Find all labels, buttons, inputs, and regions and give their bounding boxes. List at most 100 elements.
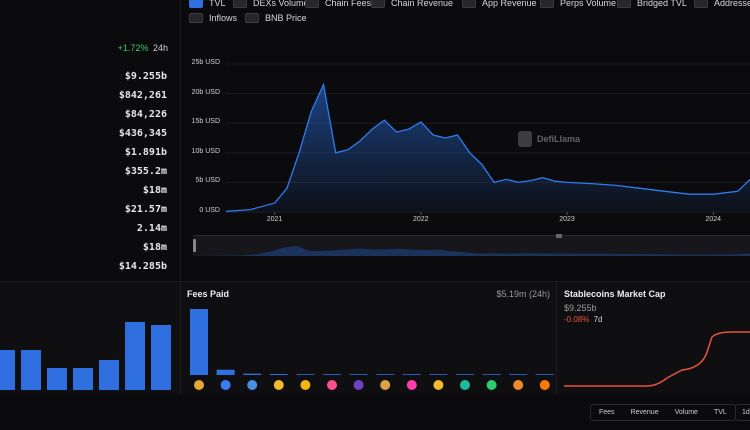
stat-value: $355.2m (124, 166, 167, 177)
legend-item-perps-volume[interactable]: Perps Volume (540, 0, 616, 8)
stablecoins-change-row: -0.08% 7d (564, 315, 603, 324)
legend-item-app-revenue[interactable]: App Revenue (462, 0, 537, 8)
stat-value: $842,261 (118, 90, 167, 101)
checkbox-icon[interactable] (305, 0, 319, 8)
stats-panel: +1.72% 24h $9.255b $842,261 $84,226 $436,34… (0, 0, 181, 280)
checkbox-icon[interactable] (233, 0, 247, 8)
fee-bar (243, 373, 262, 375)
fee-bar (190, 309, 208, 375)
fee-bar (349, 374, 368, 375)
legend-item-bnb-price[interactable]: BNB Price (245, 13, 307, 23)
tab-volume[interactable]: Volume (674, 409, 698, 416)
protocol-logo-icon (406, 380, 417, 390)
tab-fees[interactable]: Fees (599, 409, 615, 416)
fees-title: Fees Paid (187, 289, 230, 299)
protocol-logo-icon (194, 380, 204, 390)
legend-label: Bridged TVL (637, 0, 687, 8)
fee-bar (269, 374, 288, 375)
fees-bar-chart[interactable] (181, 282, 556, 394)
legend-label: Perps Volume (560, 0, 617, 8)
checkbox-icon[interactable] (694, 0, 708, 8)
bar (0, 350, 15, 390)
y-tick-label: 15b USD (191, 118, 220, 126)
stat-value: 2.14m (136, 223, 167, 234)
y-tick-label: 0 USD (199, 207, 220, 214)
checkbox-icon[interactable] (189, 0, 203, 8)
x-tick-label: 2023 (559, 216, 575, 223)
stablecoins-line-chart[interactable] (557, 282, 750, 394)
checkbox-icon[interactable] (245, 13, 259, 23)
bar (151, 325, 171, 390)
fee-bar (323, 374, 341, 375)
brush-mini-chart (193, 245, 750, 256)
fee-bar (402, 374, 421, 375)
change-period: 24h (152, 43, 168, 53)
checkbox-icon[interactable] (371, 0, 385, 8)
bar (73, 368, 93, 390)
protocol-logo-icon (460, 380, 470, 390)
stablecoins-change: -0.08% (564, 315, 590, 324)
metric-tabs: Fees Revenue Volume TVL (590, 404, 736, 421)
stat-value: $18m (142, 242, 167, 253)
stat-value: $21.57m (124, 204, 167, 215)
legend-item-chain-revenue[interactable]: Chain Revenue (371, 0, 453, 8)
llama-logo-icon (518, 131, 532, 147)
protocol-logo-icon (327, 380, 337, 390)
period-button[interactable]: 1d (735, 404, 750, 421)
protocol-logo-icon (247, 380, 258, 390)
brush-drag-icon[interactable] (556, 234, 562, 238)
brush-area (193, 245, 750, 256)
legend-item-addresses[interactable]: Addresses (694, 0, 750, 8)
protocol-logo-icon (273, 380, 284, 390)
protocol-logo-icon (300, 380, 311, 390)
protocol-logo-icon (353, 380, 364, 390)
legend-label: Chain Revenue (391, 0, 454, 8)
stat-value: $9.255b (124, 71, 167, 82)
protocol-logo-icon (433, 380, 444, 390)
stat-value: $84,226 (124, 109, 167, 120)
bar (99, 360, 119, 390)
stat-value: $436,345 (118, 128, 167, 139)
tab-revenue[interactable]: Revenue (630, 409, 659, 416)
legend-item-dexs-volume[interactable]: DEXs Volume (233, 0, 309, 8)
checkbox-icon[interactable] (189, 13, 203, 23)
change-row: +1.72% 24h (118, 43, 168, 53)
brush-handle-left[interactable] (193, 239, 196, 252)
checkbox-icon[interactable] (617, 0, 631, 8)
checkbox-icon[interactable] (462, 0, 476, 8)
stablecoins-period: 7d (593, 315, 603, 324)
tab-tvl[interactable]: TVL (713, 409, 727, 416)
fee-bar (535, 374, 554, 375)
legend-label: BNB Price (265, 13, 307, 23)
legend-item-bridged-tvl[interactable]: Bridged TVL (617, 0, 687, 8)
range-brush[interactable] (193, 234, 750, 256)
tvl-area-chart[interactable] (181, 0, 750, 280)
checkbox-icon[interactable] (540, 0, 554, 8)
fee-bar (376, 374, 395, 375)
stat-value: $18m (142, 185, 167, 196)
bottom-left-bar-chart (0, 322, 171, 390)
bottom-toolbar: Fees Revenue Volume TVL 1d (0, 394, 750, 430)
protocol-logo-icon (486, 380, 497, 390)
fee-bar (429, 374, 448, 375)
legend-item-inflows[interactable]: Inflows (189, 13, 237, 23)
y-tick-label: 20b USD (191, 88, 220, 96)
protocol-logo-icon (220, 380, 231, 390)
x-tick-label: 2022 (412, 216, 429, 223)
fees-total: $5.19m (24h) (496, 289, 550, 299)
stablecoins-line (564, 331, 750, 387)
tvl-area-fill (226, 84, 750, 212)
legend-item-chain-fees[interactable]: Chain Fees (305, 0, 371, 8)
legend-label: App Revenue (482, 0, 537, 8)
fee-bar (509, 374, 528, 375)
x-tick-label: 2021 (266, 216, 283, 223)
fee-bar (296, 374, 315, 375)
bar (125, 322, 145, 390)
fees-panel: Fees Paid $5.19m (24h) (181, 281, 557, 394)
fee-bar (216, 369, 235, 375)
main-chart-panel: TVL DEXs Volume Chain Fees Chain Revenue App… (181, 0, 750, 280)
x-tick-label: 2024 (705, 216, 722, 223)
legend-item-tvl[interactable]: TVL (189, 0, 226, 8)
fee-bar (482, 374, 501, 375)
protocol-logo-icon (513, 380, 524, 390)
